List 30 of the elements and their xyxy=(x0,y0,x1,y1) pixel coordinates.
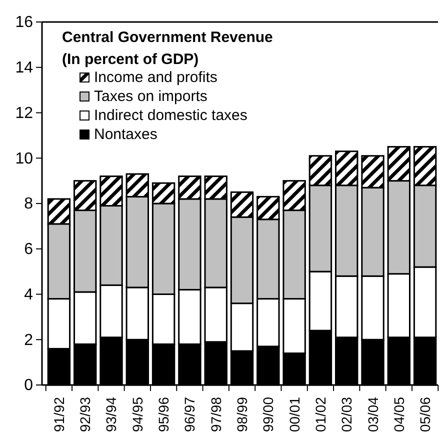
legend-label: Taxes on imports xyxy=(94,88,208,105)
y-tick-label: 2 xyxy=(24,332,34,349)
x-tick-label: 99/00 xyxy=(260,396,276,432)
y-tick-label: 6 xyxy=(24,240,34,258)
y-tick-label: 16 xyxy=(15,14,34,32)
x-tick-label: 04/05 xyxy=(390,396,407,432)
x-tick-label: 03/04 xyxy=(364,396,381,432)
text: Central Government Revenue xyxy=(62,29,273,46)
x-tick-label: 05/06 xyxy=(417,396,434,432)
x-tick-label: 98/99 xyxy=(234,396,250,432)
text: (In percent of GDP) xyxy=(62,51,199,68)
x-tick-label: 92/93 xyxy=(77,396,94,432)
y-tick-label: 14 xyxy=(15,59,34,76)
x-tick-label: 00/01 xyxy=(286,396,302,432)
x-tick-label: 02/03 xyxy=(338,396,355,432)
x-tick-label: 93/94 xyxy=(103,396,120,432)
legend-label: Income and profits xyxy=(94,69,218,86)
legend-label: Indirect domestic taxes xyxy=(94,107,248,124)
x-tick-label: 94/95 xyxy=(129,396,146,432)
x-tick-label: 91/92 xyxy=(50,396,67,432)
y-tick-label: 4 xyxy=(24,286,34,304)
y-tick-label: 10 xyxy=(15,150,34,168)
legend-label: Nontaxes xyxy=(94,126,158,143)
x-tick-label: 96/97 xyxy=(182,396,198,432)
y-tick-label: 0 xyxy=(24,377,34,394)
y-tick-label: 8 xyxy=(24,196,34,213)
x-tick-label: 97/98 xyxy=(208,396,224,432)
x-tick-label: 01/02 xyxy=(312,396,328,432)
x-tick-label: 95/96 xyxy=(156,396,172,432)
y-tick-label: 12 xyxy=(15,104,34,122)
